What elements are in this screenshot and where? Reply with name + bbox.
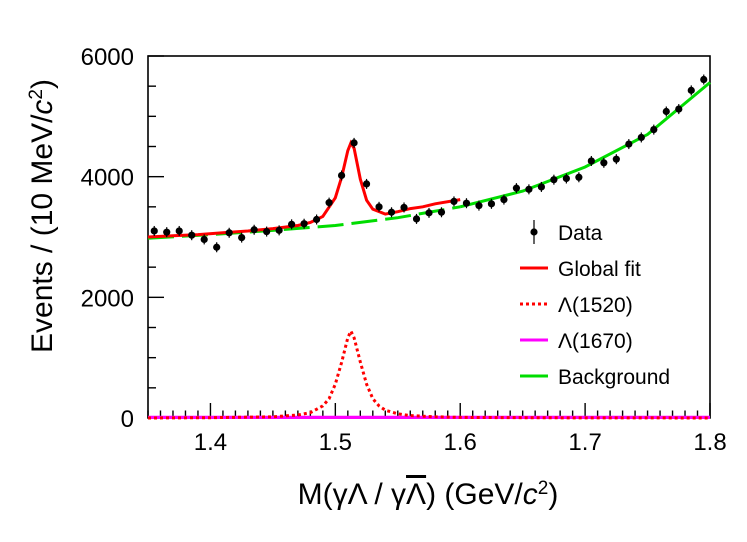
legend-label: Data xyxy=(558,222,603,245)
data-point xyxy=(475,202,483,210)
data-point xyxy=(625,140,633,148)
data-point xyxy=(213,243,221,251)
data-point xyxy=(450,197,458,206)
data-point xyxy=(263,227,271,236)
data-point xyxy=(537,183,546,191)
data-point xyxy=(337,171,346,180)
data-point xyxy=(587,157,595,165)
data-point xyxy=(150,227,158,235)
data-point xyxy=(188,231,196,239)
data-point xyxy=(650,126,658,134)
y-axis-title: Events / (10 MeV/c2) xyxy=(26,79,60,353)
axis-ticks xyxy=(147,55,711,419)
data-point xyxy=(412,215,421,223)
y-tick-label: 6000 xyxy=(81,44,134,71)
data-point xyxy=(562,174,570,183)
y-tick-label: 4000 xyxy=(81,165,134,192)
data-point xyxy=(575,173,583,181)
data-point xyxy=(675,105,683,113)
data-point xyxy=(525,185,533,193)
data-point xyxy=(550,176,558,184)
legend-label: Background xyxy=(558,366,670,389)
x-axis-title: M(γΛ / γΛ) (GeV/c2) xyxy=(298,478,559,512)
data-point xyxy=(687,86,695,94)
data-point xyxy=(700,75,708,84)
x-tick-label: 1.4 xyxy=(194,429,227,456)
data-point xyxy=(600,159,608,167)
legend-label: Global fit xyxy=(558,258,641,281)
data-point xyxy=(175,227,183,235)
x-tick-label: 1.8 xyxy=(693,429,726,456)
data-point xyxy=(425,209,433,217)
data-point xyxy=(500,195,508,204)
data-point xyxy=(313,215,321,224)
x-tick-label: 1.6 xyxy=(444,429,477,456)
data-points-layer xyxy=(150,74,708,253)
legend-marker-data xyxy=(530,228,538,236)
data-point xyxy=(387,208,396,216)
data-point xyxy=(437,208,446,216)
series-lambda1520-line xyxy=(147,327,711,420)
legend-label: Λ(1670) xyxy=(558,330,633,353)
series-global-fit-line xyxy=(147,139,461,239)
data-point xyxy=(325,199,333,207)
data-point xyxy=(200,235,208,244)
plot-frame xyxy=(147,55,711,419)
data-point xyxy=(362,180,371,188)
series-background-line xyxy=(459,81,711,209)
data-point xyxy=(462,199,471,207)
data-point xyxy=(662,107,670,116)
legend-label: Λ(1520) xyxy=(558,294,633,317)
data-point xyxy=(375,203,383,211)
data-point xyxy=(238,234,246,242)
legend: Data Global fit Λ(1520) Λ(1670) Background xyxy=(520,220,670,389)
axis-tick-labels: 1.4 1.5 1.6 1.7 1.8 0 2000 4000 6000 xyxy=(81,44,727,456)
data-point xyxy=(487,200,496,208)
x-tick-label: 1.5 xyxy=(319,429,352,456)
data-point xyxy=(225,229,233,237)
data-point xyxy=(250,226,258,234)
data-point xyxy=(512,184,521,192)
data-point xyxy=(300,220,308,228)
data-point xyxy=(163,228,171,236)
data-point xyxy=(637,133,645,142)
data-point xyxy=(288,220,296,228)
y-tick-label: 2000 xyxy=(81,285,134,312)
data-point xyxy=(612,155,620,163)
data-point xyxy=(350,139,358,147)
data-point xyxy=(400,203,408,212)
x-tick-label: 1.7 xyxy=(568,429,601,456)
y-tick-label: 0 xyxy=(121,406,134,433)
data-point xyxy=(275,226,283,234)
